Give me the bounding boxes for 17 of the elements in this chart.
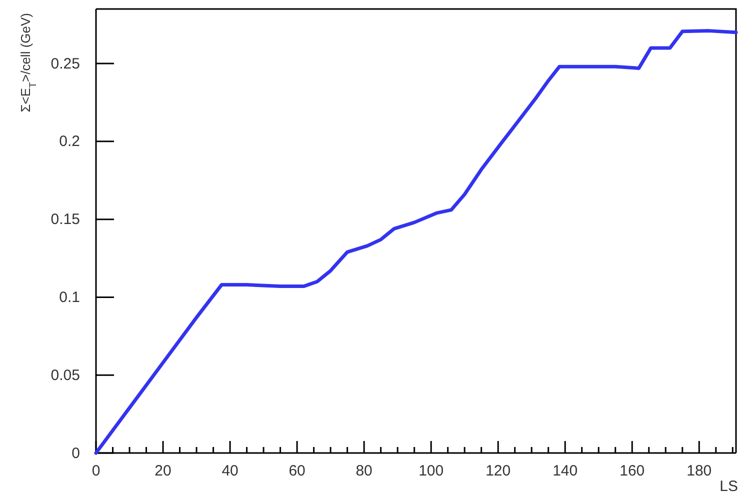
y-tick-label: 0.2	[59, 133, 80, 150]
x-tick-label: 40	[222, 462, 238, 480]
y-tick-label: 0.1	[59, 289, 80, 306]
y-tick-label: 0.05	[50, 366, 80, 384]
x-tick-label: 20	[154, 462, 172, 480]
x-tick-label: 120	[486, 462, 511, 480]
x-tick-label: 80	[356, 462, 372, 480]
x-tick-label: 0	[92, 462, 100, 480]
x-tick-label: 140	[552, 462, 578, 480]
x-tick-label: 160	[620, 462, 645, 480]
y-tick-label: 0	[72, 444, 80, 462]
x-tick-label: 60	[288, 462, 306, 480]
x-tick-label: 180	[686, 462, 712, 480]
y-tick-label: 0.25	[50, 55, 80, 72]
x-axis-title: LS	[720, 478, 738, 495]
y-tick-label: 0.15	[50, 211, 80, 228]
x-tick-label: 100	[418, 462, 444, 480]
